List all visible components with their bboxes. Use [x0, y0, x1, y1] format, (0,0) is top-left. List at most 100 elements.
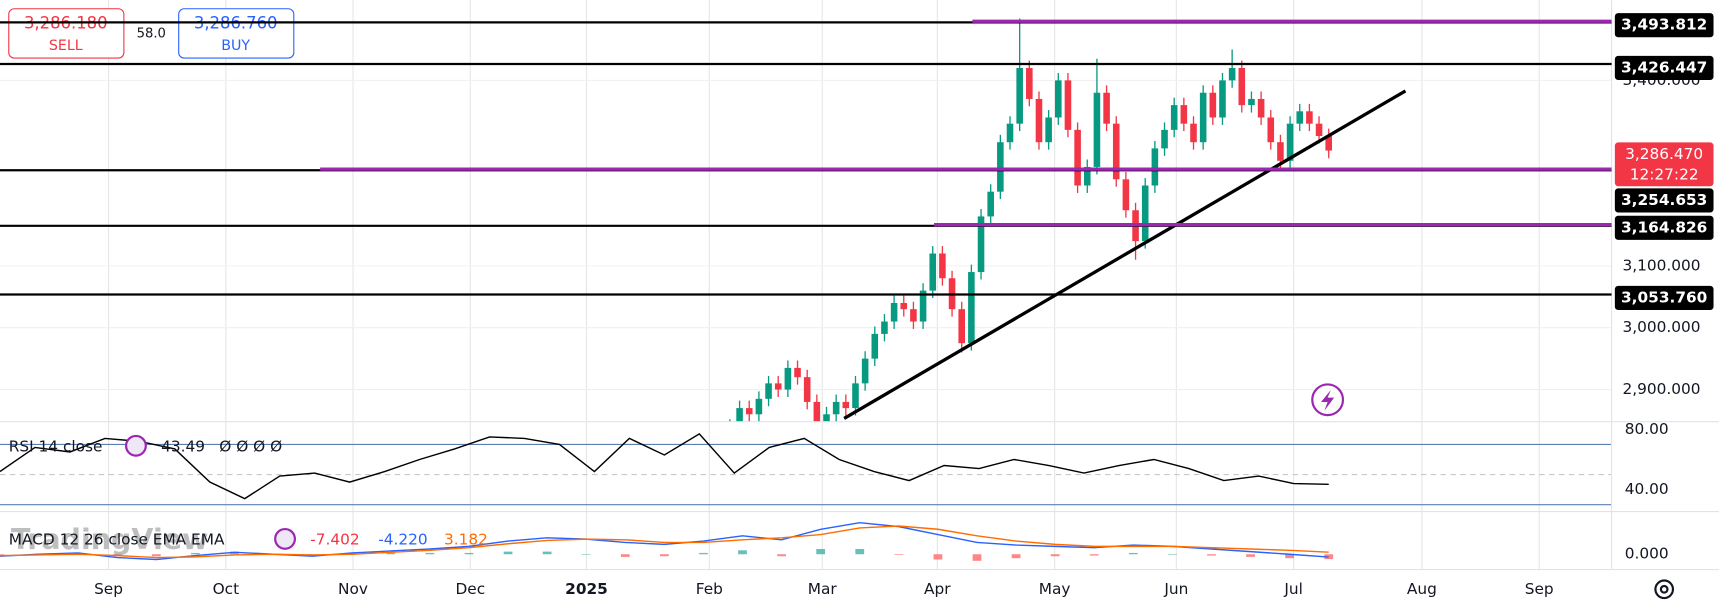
- x-tick-label: Apr: [924, 580, 951, 598]
- level-label-box: [1614, 215, 1714, 240]
- level-label: 3,053.760: [1621, 288, 1707, 306]
- candle-body: [765, 383, 772, 399]
- histogram-bar: [1011, 554, 1021, 559]
- level-label-box: [1614, 188, 1714, 213]
- candle-body: [871, 333, 879, 359]
- candle-body: [1045, 117, 1052, 143]
- candle-body: [881, 321, 888, 334]
- candle-body: [958, 309, 966, 344]
- candle-body: [1083, 166, 1091, 186]
- macd-legend: MACD 12 26 close EMA EMA -7.402 -4.220 3…: [9, 527, 488, 550]
- candle-body: [1026, 68, 1033, 99]
- candle-body: [1016, 68, 1023, 124]
- candle-body: [910, 309, 917, 322]
- candle-body: [1074, 129, 1081, 186]
- sell-button[interactable]: [8, 8, 125, 59]
- histogram-bar: [1246, 554, 1255, 557]
- candle-body: [1228, 68, 1236, 81]
- candle-body: [1112, 123, 1120, 180]
- candle-body: [1035, 98, 1043, 143]
- histogram-bar: [542, 551, 552, 555]
- candle-body: [1267, 117, 1275, 143]
- indicator-panes: [0, 432, 1612, 561]
- x-tick-label: Sep: [1525, 580, 1554, 598]
- x-tick-label: 2025: [565, 580, 608, 598]
- indicator-icon[interactable]: [124, 434, 147, 457]
- watermark: TradingView: [11, 523, 208, 556]
- candle-body: [755, 398, 763, 415]
- indicator-icon[interactable]: [274, 527, 297, 550]
- buy-label: BUY: [221, 38, 250, 54]
- level-label: 3,493.812: [1621, 16, 1707, 34]
- y-tick-label: 2,900.000: [1623, 380, 1701, 398]
- histogram-bar: [0, 554, 5, 555]
- candle-body: [852, 383, 859, 409]
- trade-panel: 3,286.180 SELL 58.0 3,286.760 BUY: [8, 8, 295, 59]
- y-tick-label: 3,100.000: [1623, 256, 1701, 274]
- candle-body: [977, 216, 985, 273]
- histogram-bar: [1089, 554, 1099, 556]
- histogram-bar: [933, 554, 943, 560]
- candle-body: [1325, 136, 1333, 151]
- level-label: 3,426.447: [1621, 58, 1707, 76]
- histogram-bar: [894, 554, 904, 555]
- candle-body: [890, 302, 898, 322]
- histogram-bar: [191, 552, 200, 555]
- candle-body: [745, 408, 753, 415]
- histogram-bar: [777, 554, 786, 557]
- candle-body: [736, 408, 743, 422]
- rsi-legend: RSI 14 close 43.49 Ø Ø Ø Ø: [9, 434, 282, 457]
- settings-icon[interactable]: [1654, 579, 1675, 600]
- candle-body: [1209, 92, 1217, 118]
- histogram-bar: [659, 554, 669, 557]
- rsi-title: RSI 14 close: [9, 437, 103, 455]
- candle-body: [900, 302, 908, 310]
- candle-body: [1151, 148, 1159, 186]
- candle-body: [1306, 111, 1313, 124]
- x-tick-label: Jul: [1283, 580, 1303, 598]
- candle-body: [929, 253, 937, 291]
- histogram-bar: [816, 548, 826, 555]
- x-tick-label: Oct: [213, 580, 240, 598]
- level-label-box: [1614, 285, 1714, 310]
- level-label-box: [1614, 55, 1714, 80]
- histogram-bar: [699, 552, 708, 555]
- candle-body: [813, 401, 821, 422]
- candle-body: [1170, 105, 1178, 130]
- candle-body: [803, 377, 811, 402]
- candle-body: [1199, 92, 1207, 143]
- candle-body: [1093, 92, 1101, 167]
- x-tick-label: Sep: [94, 580, 123, 598]
- candle-body: [939, 253, 946, 279]
- y-tick-label: 0.000: [1625, 545, 1669, 563]
- histogram-bar: [581, 554, 591, 555]
- candle-body: [1248, 98, 1255, 106]
- lightning-icon[interactable]: [1311, 383, 1345, 417]
- candle-body: [823, 414, 830, 422]
- last-price: 3,286.470: [1625, 145, 1703, 163]
- level-label: 3,164.826: [1621, 218, 1707, 236]
- candle-body: [997, 142, 1004, 192]
- candle-body: [1277, 142, 1284, 161]
- candle-body: [1238, 68, 1246, 106]
- candle-body: [861, 358, 869, 384]
- histogram-value: -7.402: [310, 530, 359, 548]
- histogram-bar: [620, 554, 630, 557]
- histogram-bar: [1285, 554, 1295, 559]
- candle-body: [1064, 80, 1072, 130]
- candle-body: [774, 383, 782, 390]
- spread: 58.0: [137, 26, 166, 41]
- histogram-bar: [1168, 554, 1177, 555]
- icon-bolt: [1321, 389, 1335, 411]
- buy-button[interactable]: [178, 8, 295, 59]
- x-tick-label: May: [1039, 580, 1071, 598]
- candle-body: [842, 401, 850, 409]
- candle-body: [784, 367, 792, 390]
- candle-body: [1141, 185, 1149, 242]
- macd-value: -4.220: [378, 530, 427, 548]
- y-tick-label: 3,000.000: [1623, 318, 1701, 336]
- candle-body: [1180, 105, 1188, 124]
- histogram-bar: [972, 554, 982, 561]
- histogram-bar: [1207, 554, 1216, 556]
